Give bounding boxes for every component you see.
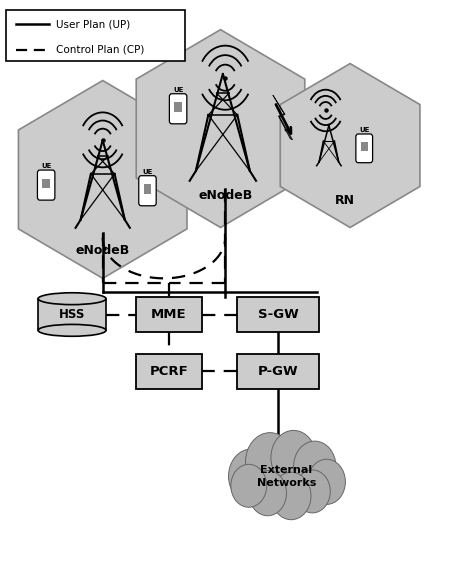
Text: UE: UE xyxy=(359,127,369,133)
Text: External
Networks: External Networks xyxy=(257,465,316,488)
Polygon shape xyxy=(18,81,187,278)
Text: PCRF: PCRF xyxy=(149,365,188,378)
Circle shape xyxy=(246,433,294,491)
Circle shape xyxy=(231,464,267,507)
Text: UE: UE xyxy=(173,87,183,93)
Circle shape xyxy=(308,459,346,504)
Text: Control Plan (CP): Control Plan (CP) xyxy=(55,44,144,55)
Text: HSS: HSS xyxy=(59,308,85,321)
Bar xyxy=(174,102,182,111)
FancyBboxPatch shape xyxy=(136,353,201,389)
FancyBboxPatch shape xyxy=(136,297,201,332)
Polygon shape xyxy=(273,95,292,140)
Ellipse shape xyxy=(38,324,106,336)
Ellipse shape xyxy=(38,293,106,304)
Text: S-GW: S-GW xyxy=(258,308,299,321)
Text: P-GW: P-GW xyxy=(258,365,299,378)
Circle shape xyxy=(271,431,316,485)
FancyBboxPatch shape xyxy=(237,297,319,332)
FancyBboxPatch shape xyxy=(169,94,187,124)
Bar xyxy=(361,142,368,151)
FancyBboxPatch shape xyxy=(37,170,55,200)
Circle shape xyxy=(294,470,330,513)
FancyBboxPatch shape xyxy=(356,134,373,162)
Polygon shape xyxy=(280,64,420,227)
Circle shape xyxy=(249,470,286,516)
Text: MME: MME xyxy=(151,308,186,321)
Text: eNodeB: eNodeB xyxy=(75,244,130,257)
Circle shape xyxy=(228,449,274,503)
Polygon shape xyxy=(136,30,305,227)
FancyBboxPatch shape xyxy=(6,10,185,61)
Bar xyxy=(38,299,106,331)
Circle shape xyxy=(293,441,336,492)
FancyBboxPatch shape xyxy=(139,176,156,206)
Text: UE: UE xyxy=(142,169,153,175)
Text: UE: UE xyxy=(41,164,51,169)
Bar xyxy=(42,178,50,188)
Text: eNodeB: eNodeB xyxy=(198,189,252,202)
Bar xyxy=(144,184,151,194)
Circle shape xyxy=(272,472,311,520)
FancyBboxPatch shape xyxy=(237,353,319,389)
Text: RN: RN xyxy=(335,194,355,207)
Text: User Plan (UP): User Plan (UP) xyxy=(55,19,130,29)
